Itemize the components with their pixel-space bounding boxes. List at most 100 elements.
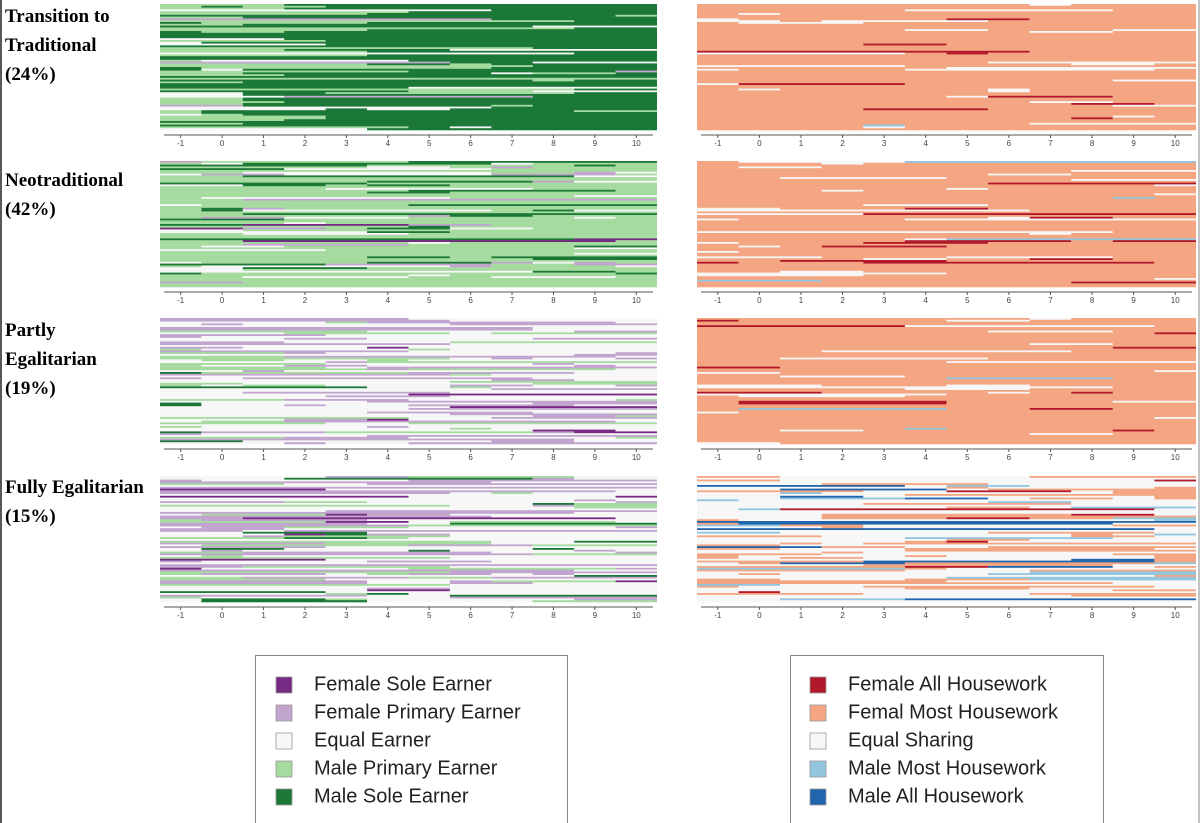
sequence-segment [160,591,326,594]
sequence-segment [201,22,368,25]
sequence-segment [697,95,947,98]
legend-box [790,655,1104,823]
sequence-segment [160,261,202,264]
sequence-segment [449,373,492,376]
sequence-segment [697,90,989,93]
sequence-segment [160,535,243,538]
sequence-segment [1071,117,1113,120]
sequence-segment [284,399,409,402]
sequence-segment [160,31,202,34]
sequence-segment [325,222,657,225]
sequence-segment [532,357,616,360]
sequence-segment [697,373,1196,376]
sequence-segment [160,515,492,518]
sequence-segment [1154,417,1196,420]
sequence-segment [160,435,368,438]
sequence-segment [201,600,368,603]
sequence-segment [615,551,657,554]
sequence-segment [242,171,492,174]
sequence-segment [697,537,905,540]
sequence-segment [408,526,616,529]
sequence-segment [491,106,657,109]
sequence-segment [988,566,1113,569]
sequence-segment [1029,4,1072,7]
sequence-segment [904,161,1196,164]
sequence-segment [821,526,864,529]
sequence-segment [160,97,243,100]
sequence-segment [697,41,1196,44]
sequence-segment [697,56,1196,59]
sequence-segment [1112,115,1155,118]
sequence-segment [160,162,202,165]
sequence-segment [904,537,1113,540]
sequence-segment [284,370,657,373]
sequence-segment [242,209,492,212]
sequence-segment [284,483,368,486]
sequence-segment [697,279,822,282]
sequence-segment [574,252,657,255]
sequence-segment [904,587,1030,590]
sequence-segment [284,101,657,104]
x-tick-label: 7 [510,611,515,620]
sequence-segment [160,252,575,255]
sequence-segment [697,526,822,529]
sequence-segment [697,372,781,375]
sequence-segment [367,184,450,187]
sequence-segment [160,395,326,398]
sequence-segment [697,540,905,543]
x-tick-label: 5 [427,611,432,620]
sequence-segment [697,32,1196,35]
sequence-segment [160,406,450,409]
sequence-segment [160,490,616,493]
sequence-segment [160,440,243,443]
sequence-segment [697,575,1155,578]
sequence-segment [697,379,1196,382]
sequence-segment [574,79,657,82]
sequence-segment [574,52,657,55]
sequence-segment [284,245,575,248]
sequence-segment [242,377,533,380]
sequence-segment [780,260,947,263]
sequence-segment [160,65,533,68]
sequence-segment [697,63,1072,66]
sequence-segment [574,504,657,507]
sequence-segment [946,567,1196,570]
sequence-segment [615,72,657,75]
sequence-segment [532,327,657,330]
sequence-segment [160,18,492,21]
sequence-segment [615,321,657,324]
sequence-segment [532,492,657,495]
sequence-segment [574,573,657,576]
sequence-segment [367,346,409,349]
sequence-segment [697,549,905,552]
sequence-segment [160,218,285,221]
sequence-segment [160,578,326,581]
sequence-segment [738,395,905,398]
sequence-segment [367,513,450,516]
sequence-segment [367,386,450,389]
sequence-segment [160,224,243,227]
sequence-segment [160,52,575,55]
sequence-segment [697,366,781,369]
sequence-segment [988,546,1196,549]
sequence-segment [1071,513,1155,516]
sequence-segment [697,202,1196,205]
sequence-segment [780,270,864,273]
sequence-segment [449,571,657,574]
sequence-segment [615,357,657,360]
sequence-segment [160,117,326,120]
sequence-segment [160,206,657,209]
sequence-segment [697,325,905,328]
sequence-segment [491,173,616,176]
sequence-segment [697,440,1196,443]
legend-label: Female Primary Earner [314,701,521,723]
sequence-segment [697,422,1196,425]
sequence-segment [367,361,657,364]
legend-swatch [809,676,827,694]
sequence-segment [160,551,243,554]
sequence-segment [367,366,657,369]
sequence-segment [697,258,864,261]
sequence-segment [491,265,616,268]
sequence-segment [821,542,864,545]
sequence-segment [988,497,1030,500]
